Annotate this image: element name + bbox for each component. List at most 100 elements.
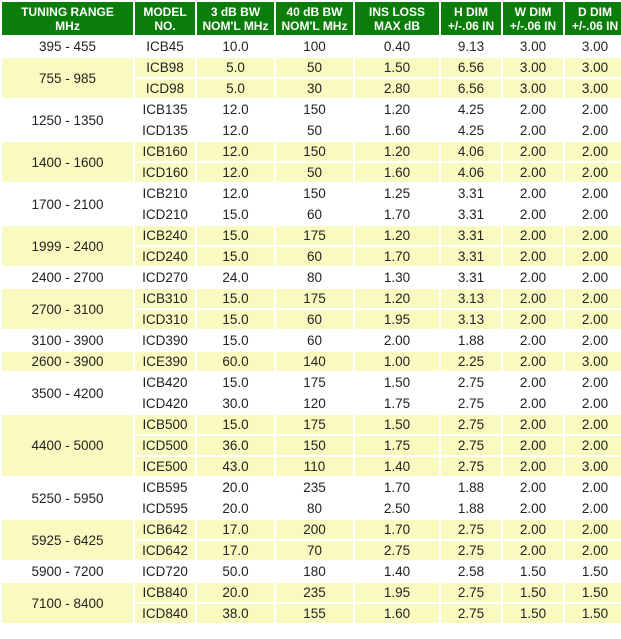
40db-bw-cell: 200 <box>276 520 353 539</box>
tuning-range-cell: 5250 - 5950 <box>2 478 133 518</box>
40db-bw-cell: 175 <box>276 289 353 308</box>
model-no-cell: ICD135 <box>135 121 195 140</box>
40db-bw-cell: 60 <box>276 247 353 266</box>
3db-bw-cell: 20.0 <box>197 499 274 518</box>
model-no-cell: ICD390 <box>135 331 195 350</box>
40db-bw-cell: 80 <box>276 499 353 518</box>
40db-bw-cell: 175 <box>276 373 353 392</box>
d-dim-cell: 3.00 <box>565 58 621 77</box>
3db-bw-cell: 60.0 <box>197 352 274 371</box>
tuning-range-cell: 5900 - 7200 <box>2 562 133 581</box>
40db-bw-cell: 180 <box>276 562 353 581</box>
w-dim-cell: 2.00 <box>503 541 563 560</box>
40db-bw-cell: 30 <box>276 79 353 98</box>
d-dim-cell: 2.00 <box>565 289 621 308</box>
ins-loss-cell: 1.40 <box>355 562 439 581</box>
w-dim-cell: 2.00 <box>503 310 563 329</box>
model-no-cell: ICB210 <box>135 184 195 203</box>
table-row: 1400 - 1600 ICB160 12.0 150 1.20 4.06 2.00 2.00 <box>2 142 621 182</box>
ins-loss-cell: 1.20 <box>355 100 439 119</box>
h-dim-cell: 2.75 <box>441 394 501 413</box>
model-no-cell: ICB642 <box>135 520 195 539</box>
w-dim-cell: 2.00 <box>503 247 563 266</box>
d-dim-cell: 2.00 <box>565 499 621 518</box>
40db-bw-cell: 100 <box>276 37 353 56</box>
d-dim-cell: 2.00 <box>565 163 621 182</box>
ins-loss-cell: 2.75 <box>355 541 439 560</box>
ins-loss-cell: 1.75 <box>355 436 439 455</box>
d-dim-cell: 2.00 <box>565 478 621 497</box>
table-row: ICD420 30.0 120 1.75 2.75 2.00 2.00 <box>2 394 621 413</box>
ins-loss-cell: 1.70 <box>355 205 439 224</box>
h-dim-cell: 3.31 <box>441 184 501 203</box>
d-dim-cell: 3.00 <box>565 352 621 371</box>
ins-loss-cell: 1.60 <box>355 121 439 140</box>
d-dim-cell: 2.00 <box>565 394 621 413</box>
ins-loss-cell: 1.70 <box>355 520 439 539</box>
h-dim-cell: 2.25 <box>441 352 501 371</box>
ins-loss-cell: 1.00 <box>355 352 439 371</box>
tuning-range-cell: 3100 - 3900 <box>2 331 133 350</box>
header-line: MAX dB <box>374 18 420 33</box>
model-no-cell: ICB310 <box>135 289 195 308</box>
w-dim-cell: 2.00 <box>503 457 563 476</box>
h-dim-cell: 4.25 <box>441 100 501 119</box>
model-no-cell: ICD840 <box>135 604 195 623</box>
header-tuning-range: TUNING RANGE MHz <box>2 2 133 35</box>
header-w-dim: W DIM +/-.06 IN <box>503 2 563 35</box>
header-3db-bw: 3 dB BW NOM'L MHz <box>197 2 274 35</box>
h-dim-cell: 3.31 <box>441 247 501 266</box>
w-dim-cell: 2.00 <box>503 121 563 140</box>
40db-bw-cell: 175 <box>276 226 353 245</box>
tuning-range-cell: 2400 - 2700 <box>2 268 133 287</box>
table-row: 3500 - 4200 ICB420 15.0 175 1.50 2.75 2.00 2.00 <box>2 373 621 413</box>
w-dim-cell: 2.00 <box>503 163 563 182</box>
model-no-cell: ICB420 <box>135 373 195 392</box>
40db-bw-cell: 155 <box>276 604 353 623</box>
table-row: ICD240 15.0 60 1.70 3.31 2.00 2.00 <box>2 247 621 266</box>
header-40db-bw: 40 dB BW NOM'L MHz <box>276 2 353 35</box>
3db-bw-cell: 20.0 <box>197 478 274 497</box>
3db-bw-cell: 5.0 <box>197 58 274 77</box>
d-dim-cell: 2.00 <box>565 415 621 434</box>
header-row: TUNING RANGE MHz MODEL NO. 3 dB BW NOM'L MHz 4… <box>2 2 621 35</box>
h-dim-cell: 3.13 <box>441 310 501 329</box>
w-dim-cell: 1.50 <box>503 562 563 581</box>
w-dim-cell: 2.00 <box>503 100 563 119</box>
table-row: ICD310 15.0 60 1.95 3.13 2.00 2.00 <box>2 310 621 329</box>
w-dim-cell: 1.50 <box>503 604 563 623</box>
table-row: 1250 - 1350 ICB135 12.0 150 1.20 4.25 2.00 2.00 <box>2 100 621 140</box>
h-dim-cell: 2.75 <box>441 604 501 623</box>
40db-bw-cell: 235 <box>276 583 353 602</box>
w-dim-cell: 2.00 <box>503 478 563 497</box>
header-line: 3 dB BW <box>210 4 261 19</box>
header-line: +/-.06 IN <box>571 18 619 33</box>
d-dim-cell: 1.50 <box>565 562 621 581</box>
header-h-dim: H DIM +/-.06 IN <box>441 2 501 35</box>
3db-bw-cell: 12.0 <box>197 142 274 161</box>
ins-loss-cell: 1.60 <box>355 604 439 623</box>
d-dim-cell: 3.00 <box>565 79 621 98</box>
table-row: ICD642 17.0 70 2.75 2.75 2.00 2.00 <box>2 541 621 560</box>
3db-bw-cell: 15.0 <box>197 247 274 266</box>
ins-loss-cell: 2.80 <box>355 79 439 98</box>
3db-bw-cell: 17.0 <box>197 520 274 539</box>
h-dim-cell: 9.13 <box>441 37 501 56</box>
d-dim-cell: 2.00 <box>565 436 621 455</box>
h-dim-cell: 3.31 <box>441 268 501 287</box>
model-no-cell: ICE390 <box>135 352 195 371</box>
d-dim-cell: 2.00 <box>565 268 621 287</box>
ins-loss-cell: 0.40 <box>355 37 439 56</box>
40db-bw-cell: 140 <box>276 352 353 371</box>
d-dim-cell: 2.00 <box>565 541 621 560</box>
table-row: ICD595 20.0 80 2.50 1.88 2.00 2.00 <box>2 499 621 518</box>
model-no-cell: ICD240 <box>135 247 195 266</box>
model-no-cell: ICB595 <box>135 478 195 497</box>
ins-loss-cell: 1.75 <box>355 394 439 413</box>
d-dim-cell: 2.00 <box>565 247 621 266</box>
w-dim-cell: 3.00 <box>503 37 563 56</box>
model-no-cell: ICB98 <box>135 58 195 77</box>
model-no-cell: ICD595 <box>135 499 195 518</box>
3db-bw-cell: 12.0 <box>197 100 274 119</box>
3db-bw-cell: 15.0 <box>197 331 274 350</box>
